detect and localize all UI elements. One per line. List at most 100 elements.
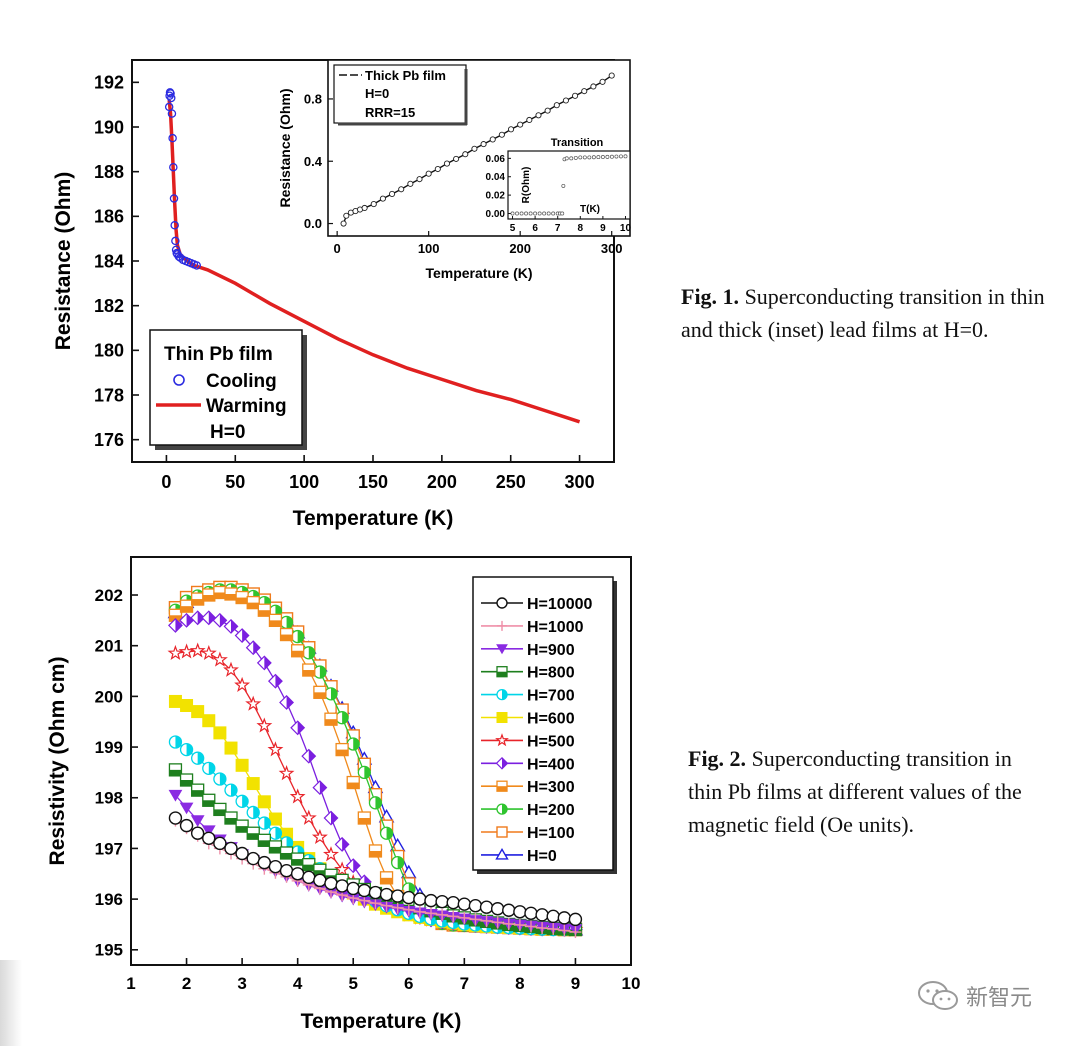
inset-point [544,107,551,114]
fig2-point-h-800-fill [247,833,260,840]
inset-legend-rrr: RRR=15 [365,105,415,120]
fig2-point-h-300-fill [269,620,282,627]
fig2-point-h-400-fill [319,781,327,795]
fig2-point-h-10000 [379,887,394,902]
fig1-y-tick-label: 192 [94,73,124,93]
fig2-point-h-10000 [535,908,549,922]
sub-inset-y-tick-label: 0.04 [486,172,506,183]
inset-point [340,220,347,227]
fig2-point-h-400-fill [242,628,249,643]
fig2-point-h-700 [268,826,283,840]
fig2-point-h-700-fill [264,817,271,830]
fig2-point-h-700 [213,772,227,786]
fig2-point-h-800 [213,802,227,817]
fig2-point-h-300-fill [313,692,326,699]
fig2-point-h-700 [235,794,249,808]
fig2-x-tick-label: 9 [571,974,580,993]
fig2-point-h-400-fill [264,656,271,670]
fig2-point-h-800-fill [213,809,226,816]
fig2-point-h-800 [268,840,283,854]
fig2-point-h-800 [302,857,316,872]
fig2-point-h-800 [235,819,249,833]
fig2-point-h-200 [379,826,394,840]
fig2-x-tick-label: 10 [622,974,641,993]
sub-inset-point [542,211,547,216]
sub-inset-x-tick-label: 10 [620,223,632,234]
fig2-point-h-700 [179,742,194,757]
fig2-point-h-1000 [458,911,471,924]
inset-y-tick-label: 0.8 [304,91,322,106]
fig2-point-h-10000 [502,903,516,917]
fig2-point-h-400 [334,836,350,852]
fig2-point-h-200-fill [331,687,337,700]
inset-point [462,151,469,158]
fig2-point-h-300-fill [202,595,215,602]
fig2-point-h-10000 [246,851,260,866]
fig2-point-h-500 [200,644,217,661]
fig2-point-h-1000 [480,914,493,927]
fig1-legend-box [149,329,303,446]
fig2-point-h-400 [223,618,239,634]
fig2-legend-label-h-900: H=900 [527,642,575,659]
fig2-point-h-800 [291,852,305,866]
fig2-point-h-10000 [568,912,583,927]
sub-inset-point [609,154,614,159]
fig2-point-h-700-fill [186,743,193,756]
sub-inset-point [582,155,587,160]
fig2-x-tick-label: 6 [404,974,413,993]
fig2-caption-text: Superconducting transition in thin Pb fi… [688,746,1022,837]
fig1-cooling-point [169,162,178,172]
fig2-point-h-10000 [468,899,483,913]
inset-x-tick-label: 0 [334,241,341,256]
fig1-x-tick-label: 100 [289,472,319,492]
fig2-point-h-400-fill [231,619,238,634]
fig2-point-h-200-fill [319,666,326,679]
inset-point [498,131,505,138]
fig2-point-h-500 [289,788,306,804]
fig2-point-h-600 [168,694,182,708]
fig2-point-h-800-fill [169,769,182,776]
fig1-legend-warming: Warming [206,396,287,417]
inset-point [361,204,368,212]
sub-inset-point [564,156,569,161]
fig2-point-h-1000 [402,903,415,916]
sub-inset-bg [508,151,630,219]
inset-y-axis-label: Resistance (Ohm) [277,88,293,207]
fig2-point-h-800 [257,833,271,847]
fig2-legend-label-h-300: H=300 [527,779,575,796]
fig1-cooling-point [171,236,180,246]
fig2-point-h-900 [168,789,183,802]
fig2-point-h-500 [334,861,351,877]
fig2-point-h-400 [234,628,250,644]
fig2-point-h-300 [368,844,383,858]
inset-point [471,145,478,152]
fig2-point-h-300-fill [213,592,226,599]
fig2-legend-marker-h-900 [496,644,508,655]
fig2-legend-label-h-600: H=600 [527,711,575,728]
fig2-plot-frame [130,556,632,966]
fig2-point-h-400-fill [297,721,305,735]
fig2-point-h-600 [180,699,194,713]
page-edge-shadow [0,960,22,1046]
fig1-x-tick-label: 50 [225,472,245,492]
fig2-point-h-800-fill [202,800,215,807]
fig2-point-h-1000 [380,899,393,912]
fig2-legend-marker-h-400 [495,756,509,770]
fig2-y-tick-label: 195 [95,941,123,960]
fig2-point-h-800 [246,826,260,840]
fig2-point-h-1000 [469,913,482,926]
fig2-point-h-800 [202,793,216,807]
fig2-point-h-800-fill [236,826,249,833]
fig1-y-axis-label: Resistance (Ohm) [52,172,75,351]
fig2-point-h-800 [191,783,205,797]
fig2-point-h-300-fill [369,850,382,857]
inset-point [407,180,414,187]
fig2-point-h-10000 [546,909,560,924]
fig2-point-h-200 [324,687,338,701]
fig1-cooling-point [170,221,179,230]
sub-inset-point [519,211,524,216]
fig2-point-h-1000 [558,924,571,937]
fig2-point-h-400 [312,780,328,796]
fig2-point-h-800-fill [191,790,204,797]
fig1-x-tick-label: 0 [161,472,171,492]
